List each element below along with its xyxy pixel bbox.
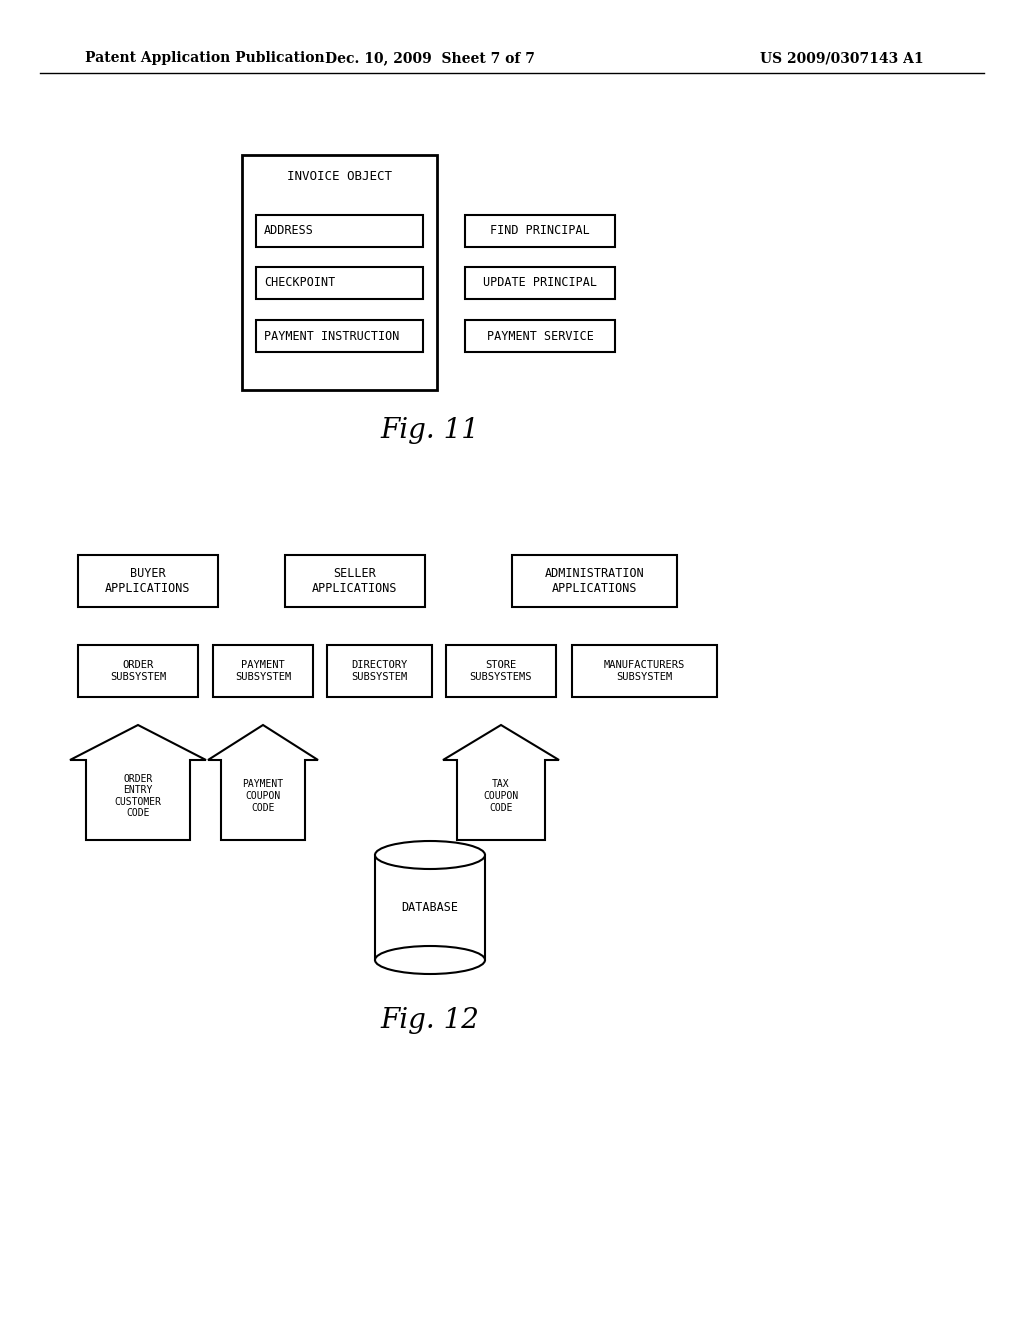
Polygon shape — [208, 725, 318, 840]
Bar — [256, 215, 423, 247]
Text: STORE
SUBSYSTEMS: STORE SUBSYSTEMS — [470, 660, 532, 682]
Text: DIRECTORY
SUBSYSTEM: DIRECTORY SUBSYSTEM — [351, 660, 408, 682]
Polygon shape — [443, 725, 559, 840]
Bar — [78, 554, 218, 607]
Text: PAYMENT
SUBSYSTEM: PAYMENT SUBSYSTEM — [234, 660, 291, 682]
Text: UPDATE PRINCIPAL: UPDATE PRINCIPAL — [483, 276, 597, 289]
Bar — [213, 645, 313, 697]
Bar — [242, 154, 437, 389]
Bar — [465, 267, 615, 300]
Text: Patent Application Publication: Patent Application Publication — [85, 51, 325, 65]
Ellipse shape — [375, 841, 485, 869]
Text: Fig. 12: Fig. 12 — [381, 1006, 479, 1034]
Text: ORDER
ENTRY
CUSTOMER
CODE: ORDER ENTRY CUSTOMER CODE — [115, 774, 162, 818]
Text: MANUFACTURERS
SUBSYSTEM: MANUFACTURERS SUBSYSTEM — [604, 660, 685, 682]
Bar — [78, 645, 198, 697]
Text: DATABASE: DATABASE — [401, 902, 459, 913]
Ellipse shape — [375, 946, 485, 974]
Text: ADDRESS: ADDRESS — [264, 224, 314, 238]
Text: PAYMENT INSTRUCTION: PAYMENT INSTRUCTION — [264, 330, 399, 342]
Bar — [465, 319, 615, 352]
Text: FIND PRINCIPAL: FIND PRINCIPAL — [490, 224, 590, 238]
Polygon shape — [70, 725, 206, 840]
Bar — [512, 554, 677, 607]
Text: PAYMENT
COUPON
CODE: PAYMENT COUPON CODE — [243, 779, 284, 813]
Text: PAYMENT SERVICE: PAYMENT SERVICE — [486, 330, 594, 342]
Text: ADMINISTRATION
APPLICATIONS: ADMINISTRATION APPLICATIONS — [545, 568, 644, 595]
Bar — [285, 554, 425, 607]
Text: BUYER
APPLICATIONS: BUYER APPLICATIONS — [105, 568, 190, 595]
Bar — [256, 267, 423, 300]
Text: INVOICE OBJECT: INVOICE OBJECT — [287, 170, 392, 183]
Text: Fig. 11: Fig. 11 — [381, 417, 479, 444]
Bar — [446, 645, 556, 697]
Text: ORDER
SUBSYSTEM: ORDER SUBSYSTEM — [110, 660, 166, 682]
Text: Dec. 10, 2009  Sheet 7 of 7: Dec. 10, 2009 Sheet 7 of 7 — [325, 51, 535, 65]
Text: SELLER
APPLICATIONS: SELLER APPLICATIONS — [312, 568, 397, 595]
Bar — [465, 215, 615, 247]
Text: TAX
COUPON
CODE: TAX COUPON CODE — [483, 779, 518, 813]
Text: US 2009/0307143 A1: US 2009/0307143 A1 — [760, 51, 924, 65]
Bar — [327, 645, 432, 697]
Bar — [572, 645, 717, 697]
Text: CHECKPOINT: CHECKPOINT — [264, 276, 335, 289]
Bar — [256, 319, 423, 352]
